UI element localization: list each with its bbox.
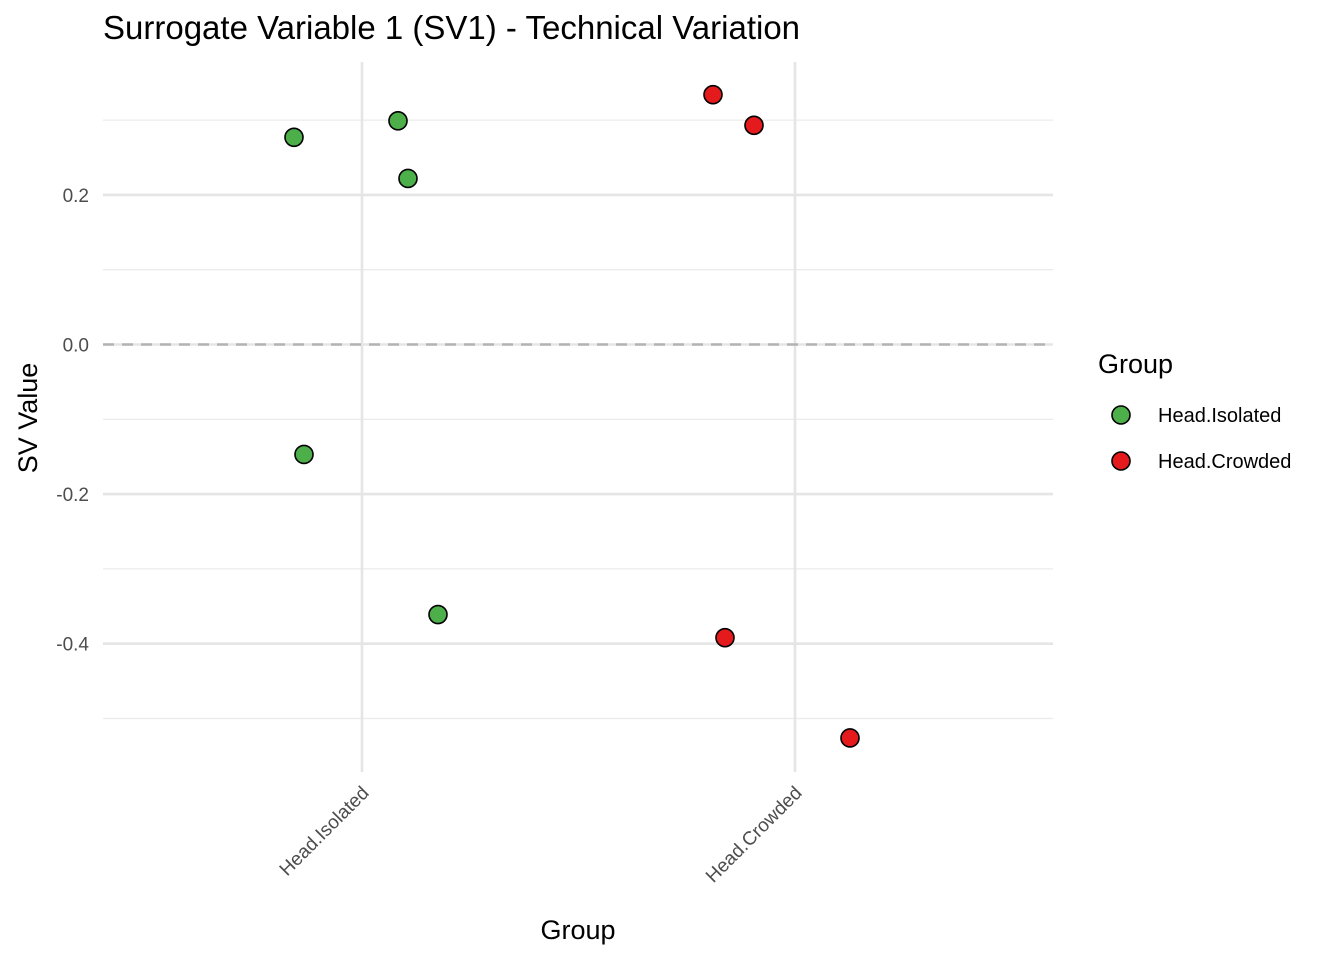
data-point: [428, 604, 448, 625]
legend-title: Group: [1098, 349, 1173, 379]
data-point: [284, 127, 304, 148]
legend-key: [1111, 451, 1131, 471]
y-axis-title: SV Value: [13, 363, 43, 474]
data-point: [388, 111, 408, 131]
legend-items: Head.Isolated Head.Crowded: [1111, 405, 1291, 473]
legend-label: Head.Crowded: [1158, 451, 1291, 473]
x-tick-label: Head.Isolated: [276, 783, 374, 881]
data-point: [294, 444, 314, 465]
legend: Group Head.Isolated Head.Crowded: [1098, 349, 1291, 473]
y-tick-labels: 0.2 0.0 -0.2 -0.4: [56, 186, 89, 656]
data-point: [840, 728, 860, 748]
major-gridlines: [103, 62, 1053, 772]
data-point: [715, 627, 735, 648]
data-point: [703, 84, 723, 105]
data-points: [284, 84, 860, 748]
y-tick-label: 0.2: [63, 186, 89, 207]
data-point: [398, 168, 418, 189]
x-tick-label: Head.Crowded: [702, 783, 806, 887]
y-tick-label: -0.2: [56, 485, 89, 506]
legend-key: [1111, 405, 1131, 425]
minor-gridlines: [103, 119, 1053, 720]
legend-label: Head.Isolated: [1158, 405, 1281, 427]
chart-title: Surrogate Variable 1 (SV1) - Technical V…: [103, 9, 800, 46]
x-tick-labels: Head.Isolated Head.Crowded: [276, 783, 807, 887]
x-axis-title: Group: [540, 915, 615, 945]
data-point: [744, 115, 764, 136]
y-tick-label: 0.0: [63, 336, 89, 357]
y-tick-label: -0.4: [56, 635, 89, 656]
